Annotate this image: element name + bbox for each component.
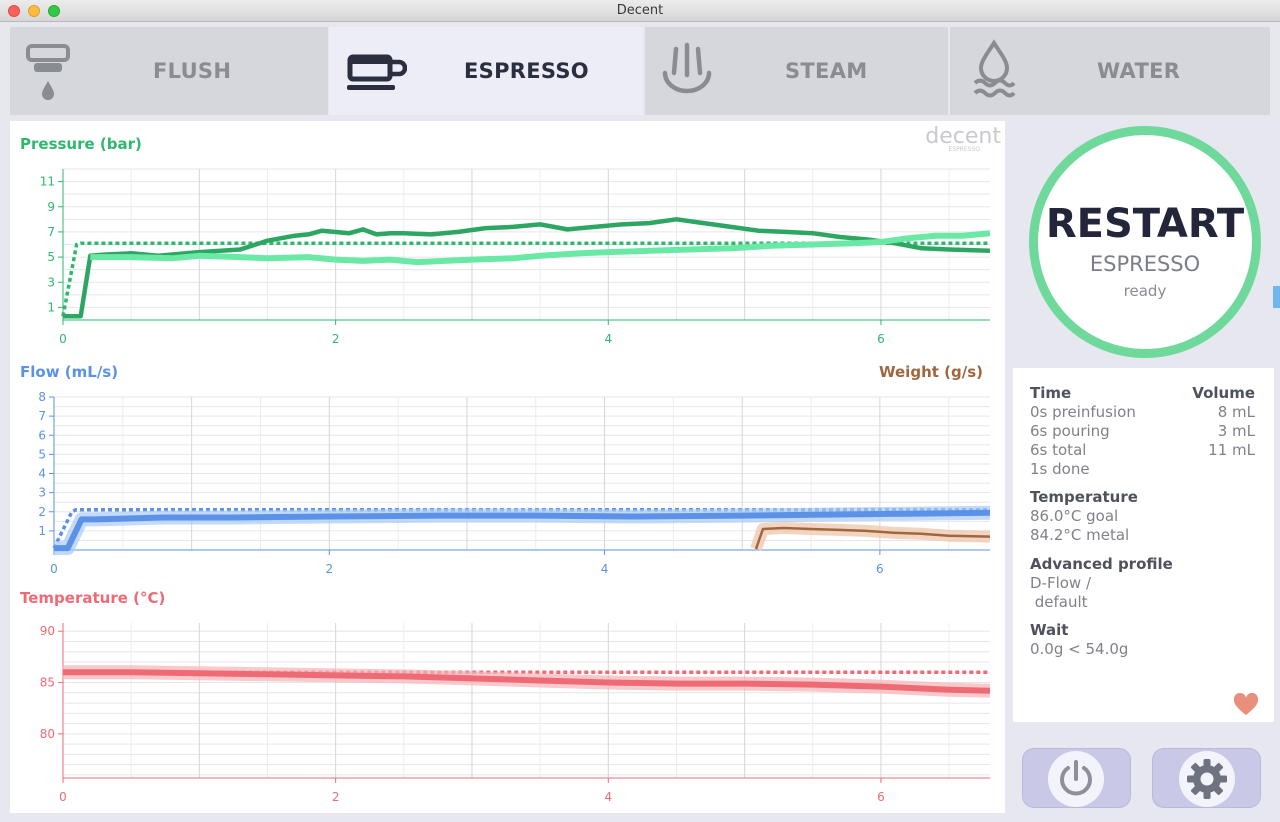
temperature-chart-title: Temperature (°C)	[20, 589, 165, 607]
flow-chart: 1 2 3 4 5 6 7 8 0 2 4 6	[38, 390, 991, 576]
close-window-button[interactable]	[8, 5, 20, 17]
y-tick-label: 80	[40, 727, 55, 741]
y-tick-label: 9	[47, 200, 55, 214]
flow-chart-title: Flow (mL/s)	[20, 363, 118, 381]
mode-tabs: FLUSH ESPRESSO STEAM WATER	[10, 27, 1270, 115]
x-tick-label: 0	[59, 790, 67, 804]
y-tick-label: 2	[38, 505, 46, 519]
power-icon	[1060, 760, 1092, 796]
x-tick-label: 4	[604, 790, 612, 804]
window-title: Decent	[616, 3, 664, 18]
time-total: 6s total	[1030, 441, 1087, 459]
tab-steam[interactable]: STEAM	[645, 27, 948, 115]
y-tick-label: 7	[38, 409, 46, 423]
temperature-metal: 84.2°C metal	[1030, 526, 1130, 544]
x-tick-label: 2	[332, 332, 340, 346]
volume-preinfusion: 8 mL	[1217, 403, 1255, 421]
flow-actual-series	[54, 509, 991, 552]
y-tick-label: 4	[38, 467, 46, 481]
power-button[interactable]	[1022, 748, 1131, 808]
x-tick-label: 2	[325, 562, 333, 576]
temp-actual-series	[63, 669, 991, 694]
profile-name: D-Flow /	[1030, 574, 1092, 592]
temperature-chart: 80 85 90 0 2 4 6	[40, 623, 991, 804]
x-tick-label: 4	[601, 562, 609, 576]
restart-espresso-button[interactable]: RESTART ESPRESSO ready	[1029, 126, 1261, 358]
y-tick-label: 3	[38, 486, 46, 500]
flow-goal-series	[52, 508, 990, 549]
weight-chart-title: Weight (g/s)	[879, 363, 983, 381]
tab-label: FLUSH	[153, 59, 232, 83]
y-tick-label: 7	[47, 225, 55, 239]
pressure-goal-series	[61, 241, 990, 317]
machine-status: ready	[1123, 282, 1167, 300]
settings-button-face	[1179, 751, 1235, 807]
decent-logo: decent	[925, 124, 1001, 149]
tab-label: WATER	[1097, 59, 1181, 83]
profile-heading: Advanced profile	[1030, 555, 1173, 573]
time-pouring: 6s pouring	[1030, 422, 1110, 440]
time-preinfusion: 0s preinfusion	[1030, 403, 1136, 421]
heart-icon[interactable]	[1233, 693, 1259, 717]
group-head-icon	[26, 44, 70, 100]
time-heading: Time	[1030, 384, 1072, 402]
pressure-chart: 1 3 5 7 9 11 0 2 4 6	[40, 168, 991, 346]
volume-pouring: 3 mL	[1217, 422, 1255, 440]
x-tick-label: 4	[604, 332, 612, 346]
decent-logo-sub: ESPRESSO	[948, 146, 980, 153]
y-tick-label: 6	[38, 428, 46, 442]
window-titlebar: Decent	[0, 0, 1280, 22]
wait-value: 0.0g < 54.0g	[1030, 640, 1129, 658]
y-tick-label: 8	[38, 390, 46, 404]
shot-info-panel: Time Volume 0s preinfusion 8 mL 6s pouri…	[1013, 368, 1274, 722]
y-tick-label: 90	[40, 624, 55, 638]
y-tick-label: 1	[38, 524, 46, 538]
power-button-face	[1048, 751, 1104, 807]
restart-label: RESTART	[1045, 201, 1245, 247]
y-tick-label: 85	[40, 676, 55, 690]
water-drop-icon	[973, 39, 1016, 98]
tab-flush[interactable]: FLUSH	[10, 27, 328, 115]
volume-heading: Volume	[1192, 384, 1255, 402]
y-tick-label: 3	[47, 275, 55, 289]
scroll-indicator[interactable]	[1273, 286, 1280, 308]
pressure-chart-title: Pressure (bar)	[20, 135, 142, 153]
y-tick-label: 1	[47, 300, 55, 314]
profile-variant: default	[1030, 593, 1088, 611]
steam-icon	[662, 42, 712, 94]
settings-button[interactable]	[1152, 748, 1261, 808]
y-tick-label: 11	[40, 175, 55, 189]
x-tick-label: 6	[876, 562, 884, 576]
minimize-window-button[interactable]	[28, 5, 40, 17]
pressure-reference-series	[90, 230, 991, 266]
y-tick-label: 5	[47, 250, 55, 264]
temperature-goal: 86.0°C goal	[1030, 507, 1119, 525]
gear-icon	[1187, 759, 1227, 799]
wait-heading: Wait	[1030, 621, 1069, 639]
tab-water[interactable]: WATER	[950, 27, 1270, 115]
tab-label: ESPRESSO	[464, 59, 589, 83]
restart-mode-label: ESPRESSO	[1089, 252, 1201, 276]
zoom-window-button[interactable]	[48, 5, 60, 17]
shot-charts: decent ESPRESSO Pressure (bar) Flow (mL/…	[20, 124, 1001, 804]
time-done: 1s done	[1030, 460, 1090, 478]
x-tick-label: 0	[59, 332, 67, 346]
temperature-heading: Temperature	[1030, 488, 1138, 506]
x-tick-label: 0	[50, 562, 58, 576]
x-tick-label: 6	[877, 790, 885, 804]
coffee-cup-icon	[347, 54, 407, 90]
tab-label: STEAM	[785, 59, 868, 83]
x-tick-label: 2	[332, 790, 340, 804]
shot-charts-panel: decent ESPRESSO Pressure (bar) Flow (mL/…	[10, 121, 1005, 813]
x-tick-label: 6	[877, 332, 885, 346]
volume-total: 11 mL	[1208, 441, 1255, 459]
weight-series	[754, 526, 991, 550]
y-tick-label: 5	[38, 447, 46, 461]
pressure-actual-series	[63, 217, 991, 319]
tab-espresso[interactable]: ESPRESSO	[329, 27, 643, 115]
